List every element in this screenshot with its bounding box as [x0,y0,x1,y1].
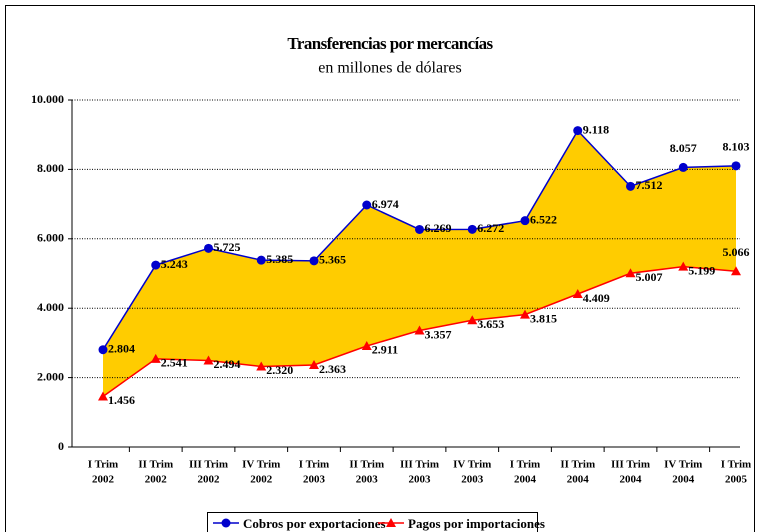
x-tick-label: 2003 [461,474,484,486]
value-label: 2.911 [372,343,398,357]
value-label: 2.804 [108,341,135,355]
y-tick-label: 0 [58,439,64,453]
point-marker [572,289,583,299]
point-marker [361,340,372,350]
value-label: 5.385 [266,252,293,266]
value-label: 3.653 [477,317,504,331]
point-marker [98,391,108,401]
legend-marker [386,518,396,527]
x-tick-label: 2003 [409,474,432,486]
x-tick-label: III Trim [611,459,650,471]
point-marker [362,200,372,210]
chart-subtitle: en millones de dólares [318,60,462,77]
x-tick-label: 2004 [672,474,695,486]
value-label: 2.363 [319,362,346,376]
point-marker [678,162,688,172]
point-marker [256,255,266,265]
x-tick-label: IV Trim [453,459,491,471]
x-tick-label: 2002 [250,474,273,486]
y-tick-label: 2.000 [37,369,64,383]
x-tick-label: 2002 [145,474,168,486]
y-tick-label: 4.000 [37,300,64,314]
value-label: 6.272 [477,221,504,235]
x-tick-label: 2004 [567,474,590,486]
y-tick-label: 6.000 [37,231,64,245]
point-marker [150,353,161,363]
x-tick-label: I Trim [299,459,329,471]
point-marker [520,309,530,319]
value-label: 3.815 [530,311,557,325]
x-tick-label: IV Trim [242,459,280,471]
value-label: 3.357 [425,327,452,341]
value-label: 4.409 [583,291,610,305]
point-marker [414,325,425,335]
legend-label: Cobros por exportaciones [243,516,386,531]
value-label: 6.269 [425,221,452,235]
x-tick-label: 2004 [620,474,643,486]
point-marker [151,260,161,270]
point-marker [309,256,319,266]
value-label: 6.974 [372,197,399,211]
point-marker [98,345,108,355]
x-tick-label: IV Trim [664,459,702,471]
point-marker [626,181,635,191]
value-label: 5.007 [636,270,663,284]
value-label: 5.199 [688,263,715,277]
y-tick-label: 10.000 [31,92,64,106]
x-tick-label: II Trim [560,459,595,471]
value-label: 5.365 [319,253,346,267]
x-tick-label: 2004 [514,474,537,486]
x-tick-label: I Trim [510,459,540,471]
value-label: 2.541 [161,356,188,370]
band-area [103,130,736,397]
x-tick-label: I Trim [88,459,118,471]
chart-title: Transferencias por mercancías [287,34,493,53]
point-marker [256,361,267,371]
value-label: 7.512 [636,178,663,192]
value-label: 8.057 [670,141,697,155]
value-label: 2.494 [214,357,241,371]
value-label: 6.522 [530,212,557,226]
value-label: 5.725 [214,240,241,254]
point-marker [467,315,478,325]
x-tick-label: 2003 [303,474,326,486]
value-label: 1.456 [108,393,135,407]
point-marker [731,266,741,276]
x-tick-label: 2003 [356,474,379,486]
x-tick-label: II Trim [138,459,173,471]
point-marker [467,224,477,234]
point-marker [731,161,741,171]
x-tick-label: 2002 [92,474,115,486]
point-marker [520,216,530,226]
point-marker [678,261,689,271]
point-marker [415,224,424,234]
x-tick-label: I Trim [721,459,751,471]
point-marker [309,360,319,370]
x-tick-label: 2005 [725,474,748,486]
value-label: 2.320 [266,363,293,377]
value-label: 5.066 [723,245,750,259]
value-label: 8.103 [723,140,750,154]
point-marker [625,268,636,278]
x-tick-label: 2002 [198,474,221,486]
x-tick-label: III Trim [189,459,228,471]
x-tick-label: III Trim [400,459,439,471]
point-marker [204,243,213,253]
value-label: 5.243 [161,257,188,271]
x-tick-label: II Trim [349,459,384,471]
legend-marker [221,518,231,528]
legend-label: Pagos por importaciones [408,516,545,531]
y-tick-label: 8.000 [37,161,64,175]
legend-box [207,512,538,532]
point-marker [573,126,583,136]
value-label: 9.118 [583,122,609,136]
point-marker [203,355,214,365]
